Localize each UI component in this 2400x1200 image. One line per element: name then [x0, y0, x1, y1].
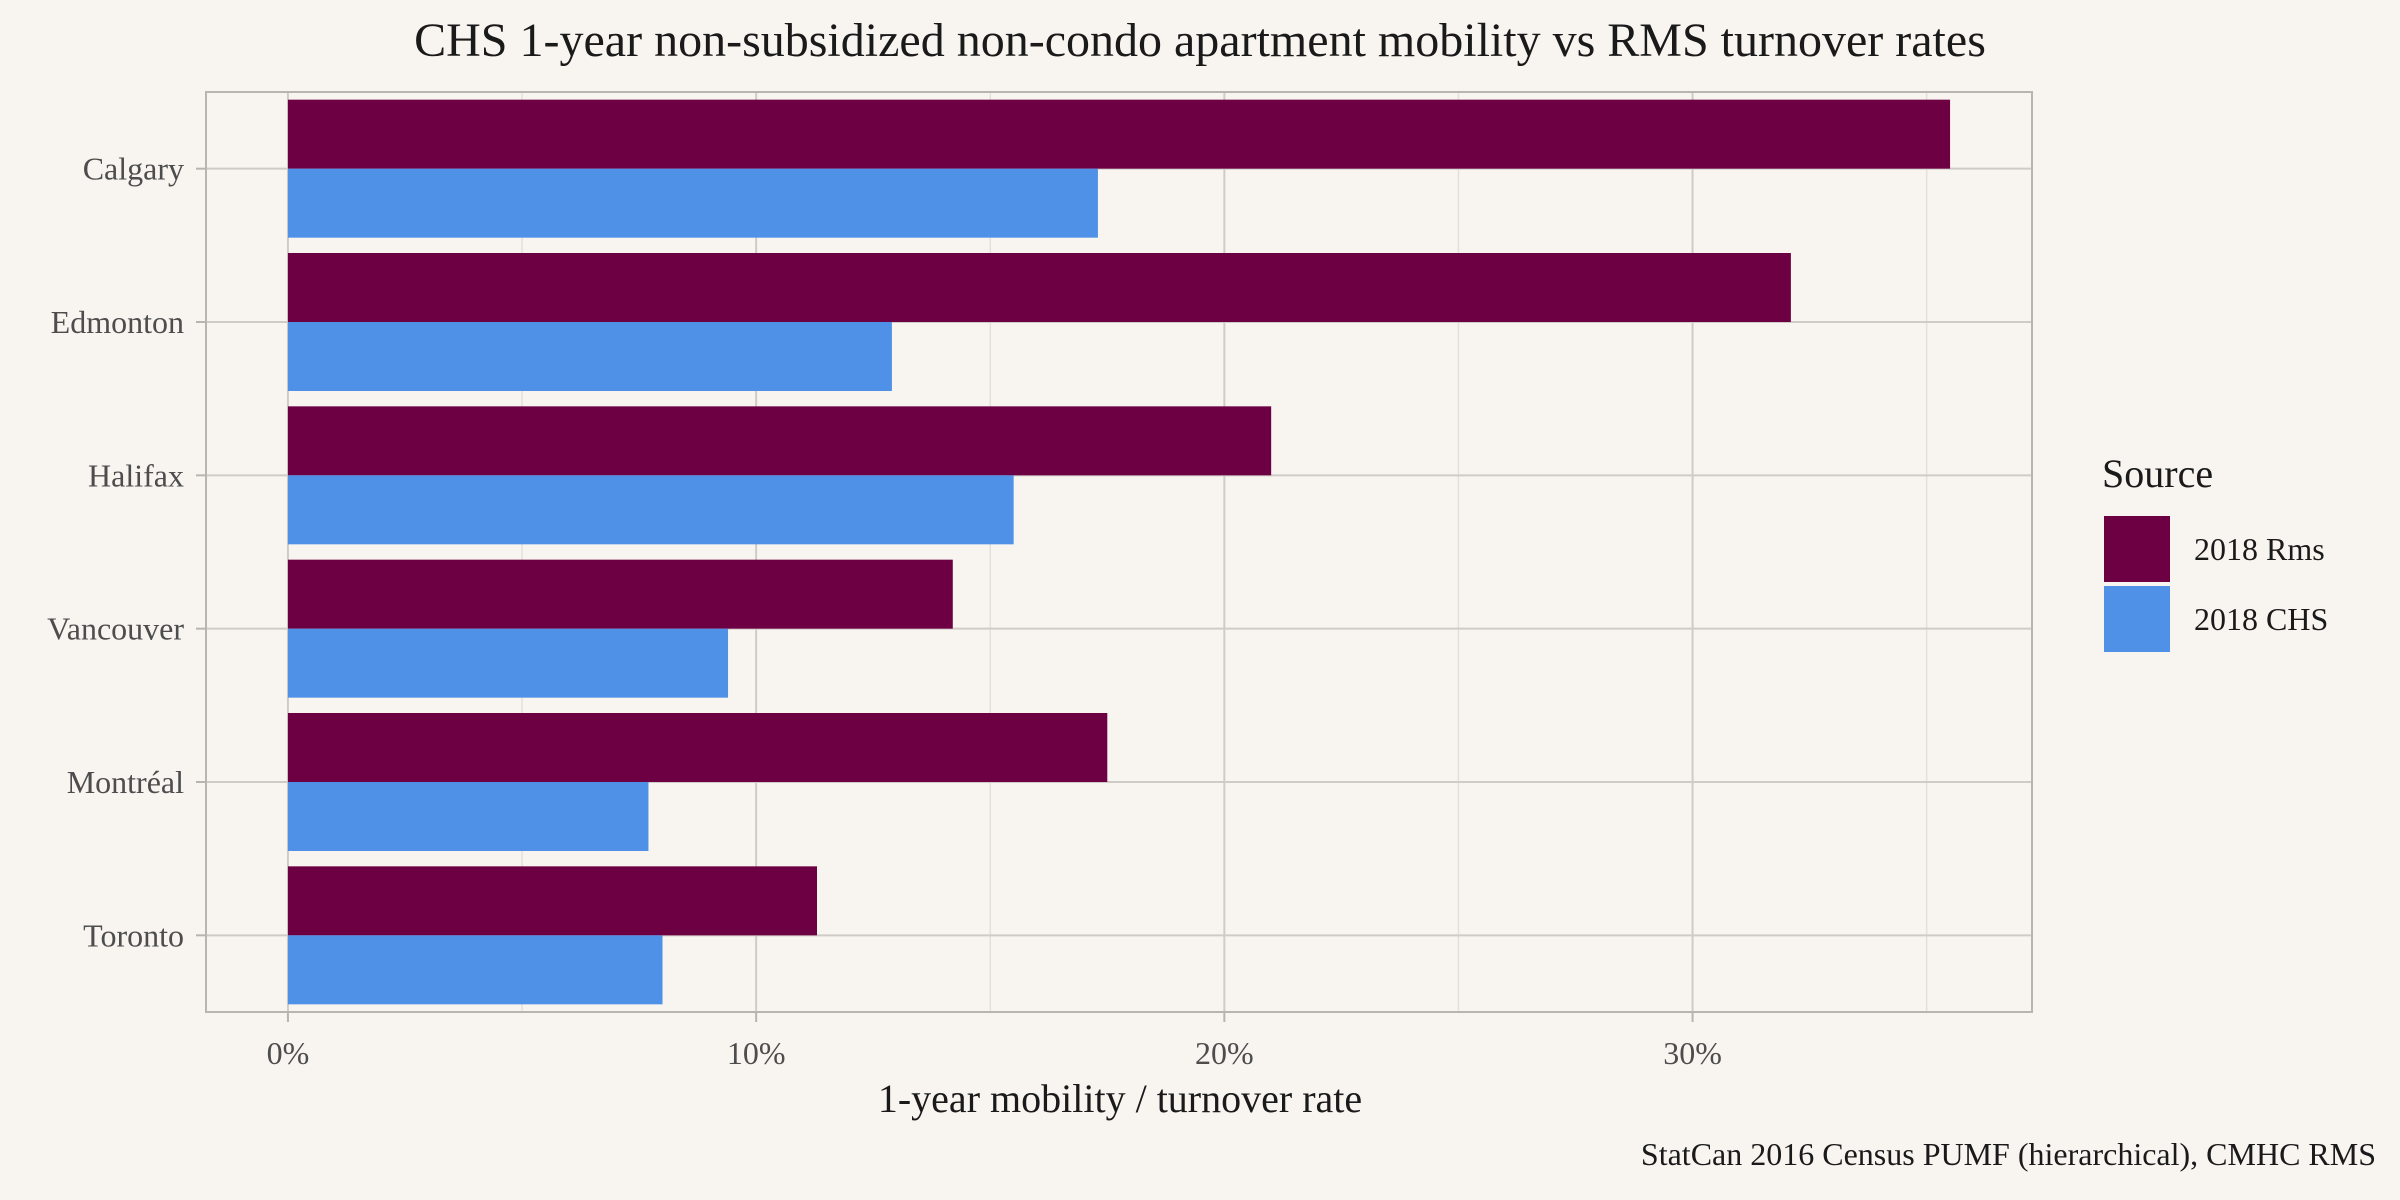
bar-rms-toronto	[287, 866, 818, 936]
bar-rms-calgary	[287, 99, 1951, 169]
x-tick-label: 0%	[267, 1035, 310, 1071]
bar-chs-vancouver	[287, 628, 729, 698]
plot-area: Calgary Edmonton Halifax Vancouver Montréal T…	[47, 91, 2033, 1071]
bar-chs-calgary	[287, 168, 1098, 238]
x-tick-label: 10%	[727, 1035, 786, 1071]
y-tick-label: Edmonton	[51, 304, 184, 340]
chart-title: CHS 1-year non-subsidized non-condo apar…	[414, 14, 1986, 67]
y-tick-label: Calgary	[83, 151, 184, 187]
bar-chs-montréal	[287, 782, 649, 851]
legend-key-rms	[2104, 516, 2170, 582]
legend-key-chs	[2104, 586, 2170, 652]
x-axis-title: 1-year mobility / turnover rate	[878, 1076, 1362, 1121]
x-tick-label: 30%	[1663, 1035, 1722, 1071]
y-tick-label: Vancouver	[47, 611, 184, 647]
legend-title: Source	[2102, 451, 2213, 496]
y-tick-label: Halifax	[88, 457, 184, 493]
bar-chs-halifax	[287, 475, 1014, 545]
bar-rms-montréal	[287, 713, 1108, 782]
bar-chs-edmonton	[287, 322, 892, 391]
x-tick-label: 20%	[1195, 1035, 1254, 1071]
bar-rms-vancouver	[287, 559, 953, 629]
caption: StatCan 2016 Census PUMF (hierarchical),…	[1641, 1136, 2376, 1172]
legend: Source 2018 Rms 2018 CHS	[2102, 451, 2328, 652]
bar-chs-toronto	[287, 935, 663, 1005]
legend-label-rms: 2018 Rms	[2194, 531, 2325, 567]
bar-rms-edmonton	[287, 253, 1791, 322]
panel-border	[205, 91, 2033, 1013]
bar-rms-halifax	[287, 406, 1272, 476]
y-tick-label: Toronto	[83, 917, 184, 953]
legend-label-chs: 2018 CHS	[2194, 601, 2328, 637]
y-tick-label: Montréal	[67, 764, 184, 800]
